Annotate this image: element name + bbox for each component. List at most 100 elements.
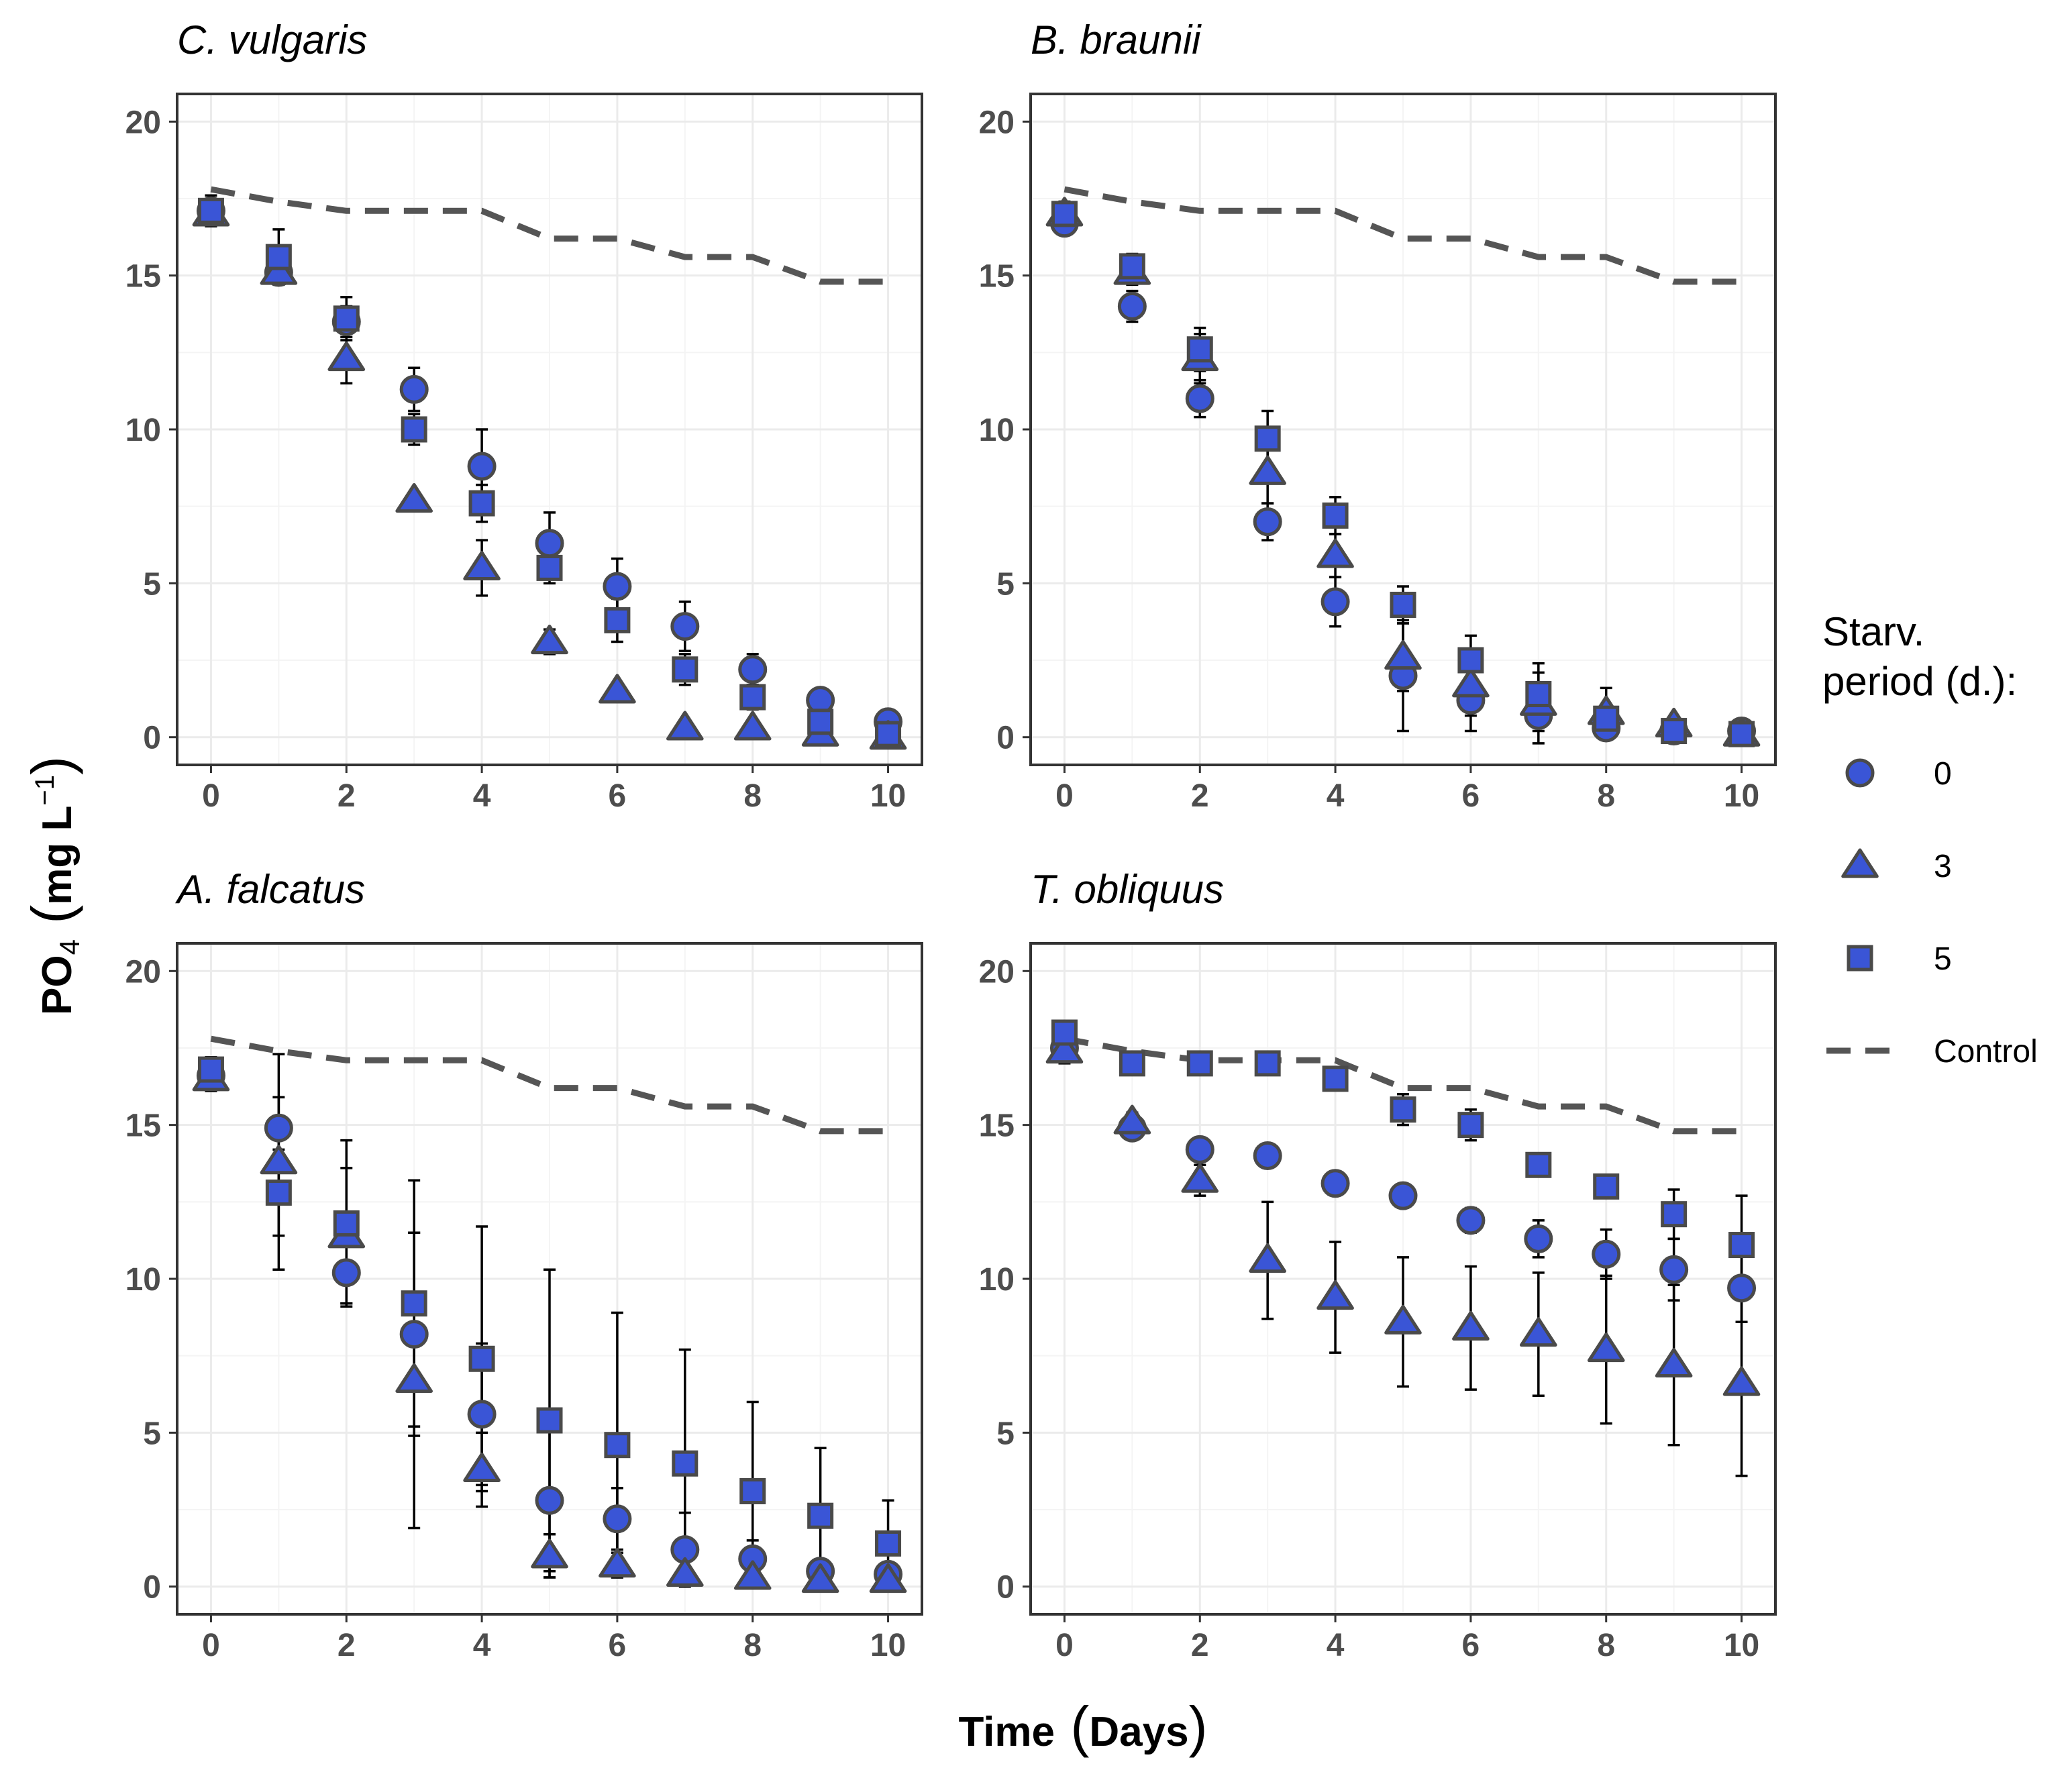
data-point-square: [265, 244, 292, 270]
data-point-triangle: [1722, 1366, 1761, 1396]
svg-text:PO4 (mg L−1): PO4 (mg L−1): [20, 756, 85, 1015]
data-point-triangle: [1655, 1347, 1693, 1378]
data-point-triangle: [327, 341, 366, 372]
data-point-square: [1728, 721, 1755, 747]
y-tick-label: 10: [125, 1262, 161, 1298]
legend: Starv. period (d.): 0 3 5 Control: [1822, 609, 2038, 1069]
data-point-circle: [467, 452, 497, 481]
data-point-triangle: [1113, 1104, 1151, 1135]
panel-title: C. vulgaris: [177, 17, 367, 62]
data-point-square: [672, 656, 698, 683]
data-point-square: [875, 721, 902, 747]
data-point-circle: [603, 572, 632, 601]
legend-label: 3: [1934, 849, 1952, 884]
panel-border: [176, 942, 923, 1616]
y-axis-title-paren-close: ): [20, 756, 83, 775]
data-point-square: [1593, 705, 1620, 732]
data-point-square: [1457, 647, 1484, 674]
data-point-circle: [1592, 1239, 1621, 1269]
data-point-square: [1186, 336, 1213, 363]
data-point-triangle: [463, 1452, 501, 1483]
data-point-square: [604, 1432, 631, 1459]
data-point-square: [1593, 1173, 1620, 1200]
x-tick-label: 0: [1055, 778, 1074, 814]
data-point-square: [1457, 1112, 1484, 1139]
data-point-square: [468, 490, 495, 517]
data-point-square: [401, 416, 427, 443]
legend-label: 5: [1934, 941, 1952, 977]
x-tick-label: 10: [1724, 778, 1759, 814]
legend-label: 0: [1934, 756, 1952, 792]
data-point-square: [1661, 1201, 1688, 1228]
data-point-square: [468, 1345, 495, 1372]
x-tick-label: 0: [202, 778, 220, 814]
data-point-circle: [1185, 384, 1214, 413]
y-tick-label: 10: [979, 1262, 1015, 1298]
x-tick-label: 2: [1191, 1628, 1209, 1663]
data-point-circle: [264, 1113, 293, 1143]
panel-title: A. falcatus: [175, 867, 365, 912]
data-point-triangle: [733, 711, 772, 741]
data-point-square: [604, 607, 631, 633]
y-axis-title-subscript: 4: [54, 939, 85, 955]
data-point-triangle: [1587, 1332, 1625, 1363]
data-point-circle: [1524, 1224, 1553, 1253]
data-point-triangle: [1316, 538, 1354, 568]
y-axis-title-main: PO: [34, 955, 81, 1015]
data-point-square: [1728, 1232, 1755, 1259]
y-tick-label: 10: [125, 413, 161, 448]
y-tick-label: 15: [979, 1108, 1015, 1144]
x-tick-label: 10: [1724, 1628, 1759, 1663]
data-point-triangle: [1452, 668, 1490, 698]
data-point-triangle: [1452, 1310, 1490, 1341]
data-point-triangle: [1384, 639, 1422, 670]
data-point-square: [739, 1478, 766, 1505]
data-point-circle: [1185, 1135, 1214, 1164]
x-axis-title-unit: Days: [1089, 1709, 1188, 1755]
panel-a-falcatus: A. falcatus 0 2 4 6 8 10 0 5 10 15 20: [125, 867, 923, 1663]
data-point-triangle: [260, 1145, 298, 1175]
x-tick-label: 4: [1327, 778, 1345, 814]
data-point-triangle: [463, 550, 501, 581]
data-point-triangle: [395, 483, 433, 513]
x-tick-label: 2: [338, 778, 356, 814]
x-axis-title-main: Time: [958, 1709, 1055, 1755]
data-point-square: [197, 1056, 224, 1083]
data-point-square: [739, 684, 766, 711]
data-point-square: [1525, 1151, 1552, 1178]
x-axis-title: Time (Days): [958, 1695, 1207, 1758]
legend-key-square: [1847, 945, 1873, 972]
x-tick-label: 8: [743, 778, 762, 814]
data-point-triangle: [1384, 1304, 1422, 1335]
y-axis-title-paren-open: (: [20, 905, 83, 939]
data-point-square: [1322, 502, 1349, 529]
data-point-circle: [1253, 1141, 1282, 1171]
x-tick-label: 6: [1462, 778, 1480, 814]
y-tick-label: 15: [125, 259, 161, 295]
data-point-square: [265, 1180, 292, 1206]
x-axis-title-paren-close: ): [1189, 1695, 1208, 1758]
data-point-square: [1119, 1050, 1145, 1077]
data-point-square: [1119, 253, 1145, 280]
x-tick-label: 6: [609, 778, 627, 814]
data-point-triangle: [1249, 455, 1286, 485]
data-point-square: [1390, 591, 1416, 618]
data-point-square: [807, 709, 834, 735]
data-point-triangle: [1520, 1317, 1557, 1347]
data-point-circle: [670, 612, 700, 641]
x-tick-label: 4: [473, 1628, 491, 1663]
legend-key-circle: [1845, 758, 1875, 788]
panel-b-braunii: B. braunii 0 2 4 6 8 10 0 5 10 15 20: [979, 17, 1777, 814]
y-tick-label: 0: [143, 721, 161, 756]
y-tick-label: 20: [979, 105, 1015, 140]
data-point-square: [1661, 718, 1688, 745]
data-point-triangle: [599, 1548, 636, 1578]
x-tick-label: 4: [473, 778, 491, 814]
legend-title-line-2: period (d.):: [1822, 659, 2017, 704]
panel-title: B. braunii: [1031, 17, 1202, 62]
x-axis-title-paren-open: (: [1055, 1695, 1089, 1758]
data-point-circle: [1320, 1169, 1350, 1198]
y-tick-label: 15: [125, 1108, 161, 1144]
data-point-square: [1525, 680, 1552, 707]
